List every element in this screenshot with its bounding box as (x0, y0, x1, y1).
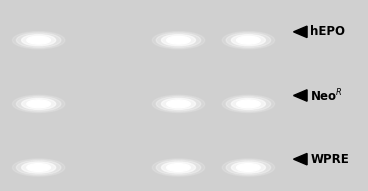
Ellipse shape (222, 95, 275, 112)
Ellipse shape (162, 98, 195, 109)
Ellipse shape (162, 162, 195, 173)
Ellipse shape (231, 162, 265, 173)
Ellipse shape (27, 164, 50, 172)
Ellipse shape (222, 159, 275, 176)
Polygon shape (294, 26, 307, 38)
Polygon shape (294, 153, 307, 165)
Text: WPRE: WPRE (311, 153, 349, 166)
Ellipse shape (156, 96, 201, 111)
Ellipse shape (237, 36, 260, 44)
Ellipse shape (16, 33, 61, 48)
Ellipse shape (167, 164, 190, 172)
Ellipse shape (156, 33, 201, 48)
Ellipse shape (13, 159, 65, 176)
Ellipse shape (22, 35, 56, 46)
Ellipse shape (226, 160, 271, 175)
Text: hEPO: hEPO (311, 25, 346, 38)
Ellipse shape (27, 100, 50, 108)
Ellipse shape (16, 96, 61, 111)
Ellipse shape (167, 36, 190, 44)
Ellipse shape (22, 162, 56, 173)
Text: Neo$^R$: Neo$^R$ (311, 87, 343, 104)
Ellipse shape (162, 35, 195, 46)
Ellipse shape (156, 160, 201, 175)
Polygon shape (294, 90, 307, 101)
Ellipse shape (167, 100, 190, 108)
Ellipse shape (152, 32, 205, 49)
Ellipse shape (231, 98, 265, 109)
Ellipse shape (226, 33, 271, 48)
Ellipse shape (152, 95, 205, 112)
Ellipse shape (152, 159, 205, 176)
Ellipse shape (226, 96, 271, 111)
Ellipse shape (16, 160, 61, 175)
Ellipse shape (222, 32, 275, 49)
Ellipse shape (27, 36, 50, 44)
Ellipse shape (13, 95, 65, 112)
Ellipse shape (237, 164, 260, 172)
Ellipse shape (231, 35, 265, 46)
Ellipse shape (13, 32, 65, 49)
Ellipse shape (237, 100, 260, 108)
Ellipse shape (22, 98, 56, 109)
